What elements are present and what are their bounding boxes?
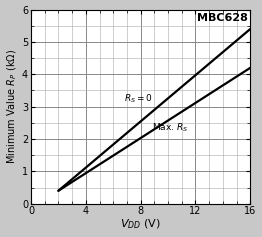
Y-axis label: Minimum Value $R_P$ (k$\Omega$): Minimum Value $R_P$ (k$\Omega$): [6, 49, 19, 164]
Text: $R_S = 0$: $R_S = 0$: [124, 92, 153, 105]
Text: Max. $R_S$: Max. $R_S$: [152, 122, 188, 134]
Text: MBC628: MBC628: [197, 14, 248, 23]
X-axis label: $V_{DD}$ (V): $V_{DD}$ (V): [120, 218, 161, 232]
